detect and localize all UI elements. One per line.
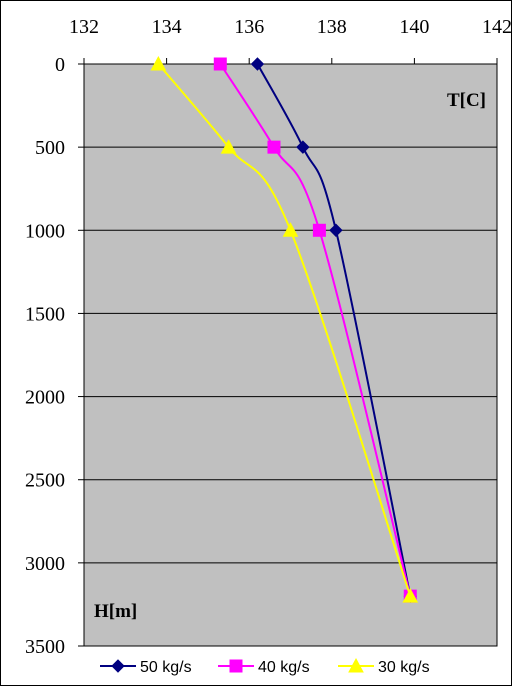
series-line <box>256 63 412 597</box>
series-group <box>150 55 419 603</box>
y-tick-label: 1500 <box>25 303 65 325</box>
y-tick-label: 500 <box>35 137 65 159</box>
legend-label: 30 kg/s <box>378 659 430 676</box>
legend-swatch-marker <box>111 659 125 673</box>
x-axis-label: T[C] <box>447 90 486 111</box>
legend-swatch-marker <box>229 659 243 673</box>
legend-item: 50 kg/s <box>100 659 192 676</box>
legend-label: 50 kg/s <box>140 659 192 676</box>
y-tick-label: 3500 <box>25 636 65 658</box>
legend-label: 40 kg/s <box>258 659 310 676</box>
data-point <box>296 140 310 154</box>
y-tick-label: 2500 <box>25 470 65 492</box>
y-axis-label: H[m] <box>94 601 137 622</box>
data-point <box>402 588 419 603</box>
x-tick-label: 132 <box>69 16 99 38</box>
x-tick-label: 140 <box>399 16 429 38</box>
data-point <box>213 57 227 71</box>
data-point <box>150 55 167 71</box>
data-point <box>267 140 281 154</box>
series-line <box>157 63 412 597</box>
data-point <box>282 222 299 237</box>
data-point <box>250 57 265 71</box>
legend-item: 40 kg/s <box>218 659 310 676</box>
legend: 50 kg/s 40 kg/s 30 kg/s <box>100 657 430 676</box>
y-tick-label: 2000 <box>25 387 65 409</box>
y-tick-label: 0 <box>55 54 65 76</box>
legend-swatch-marker <box>348 657 364 673</box>
y-tick-label: 3000 <box>25 553 65 575</box>
data-point <box>220 139 237 154</box>
x-tick-label: 142 <box>482 16 512 38</box>
data-point <box>312 223 326 237</box>
axes: 132 134 136 138 140 142 0 500 1000 1500 2000 2500 30… <box>25 16 512 658</box>
data-point <box>329 223 343 237</box>
x-tick-label: 136 <box>234 16 264 38</box>
gridlines <box>84 146 497 564</box>
x-tick-label: 138 <box>317 16 347 38</box>
legend-item: 30 kg/s <box>338 657 430 676</box>
plot-area <box>83 63 498 647</box>
series-line <box>219 63 412 597</box>
series-3 <box>150 55 419 603</box>
y-tick-label: 1000 <box>25 220 65 242</box>
x-tick-label: 134 <box>152 16 182 38</box>
